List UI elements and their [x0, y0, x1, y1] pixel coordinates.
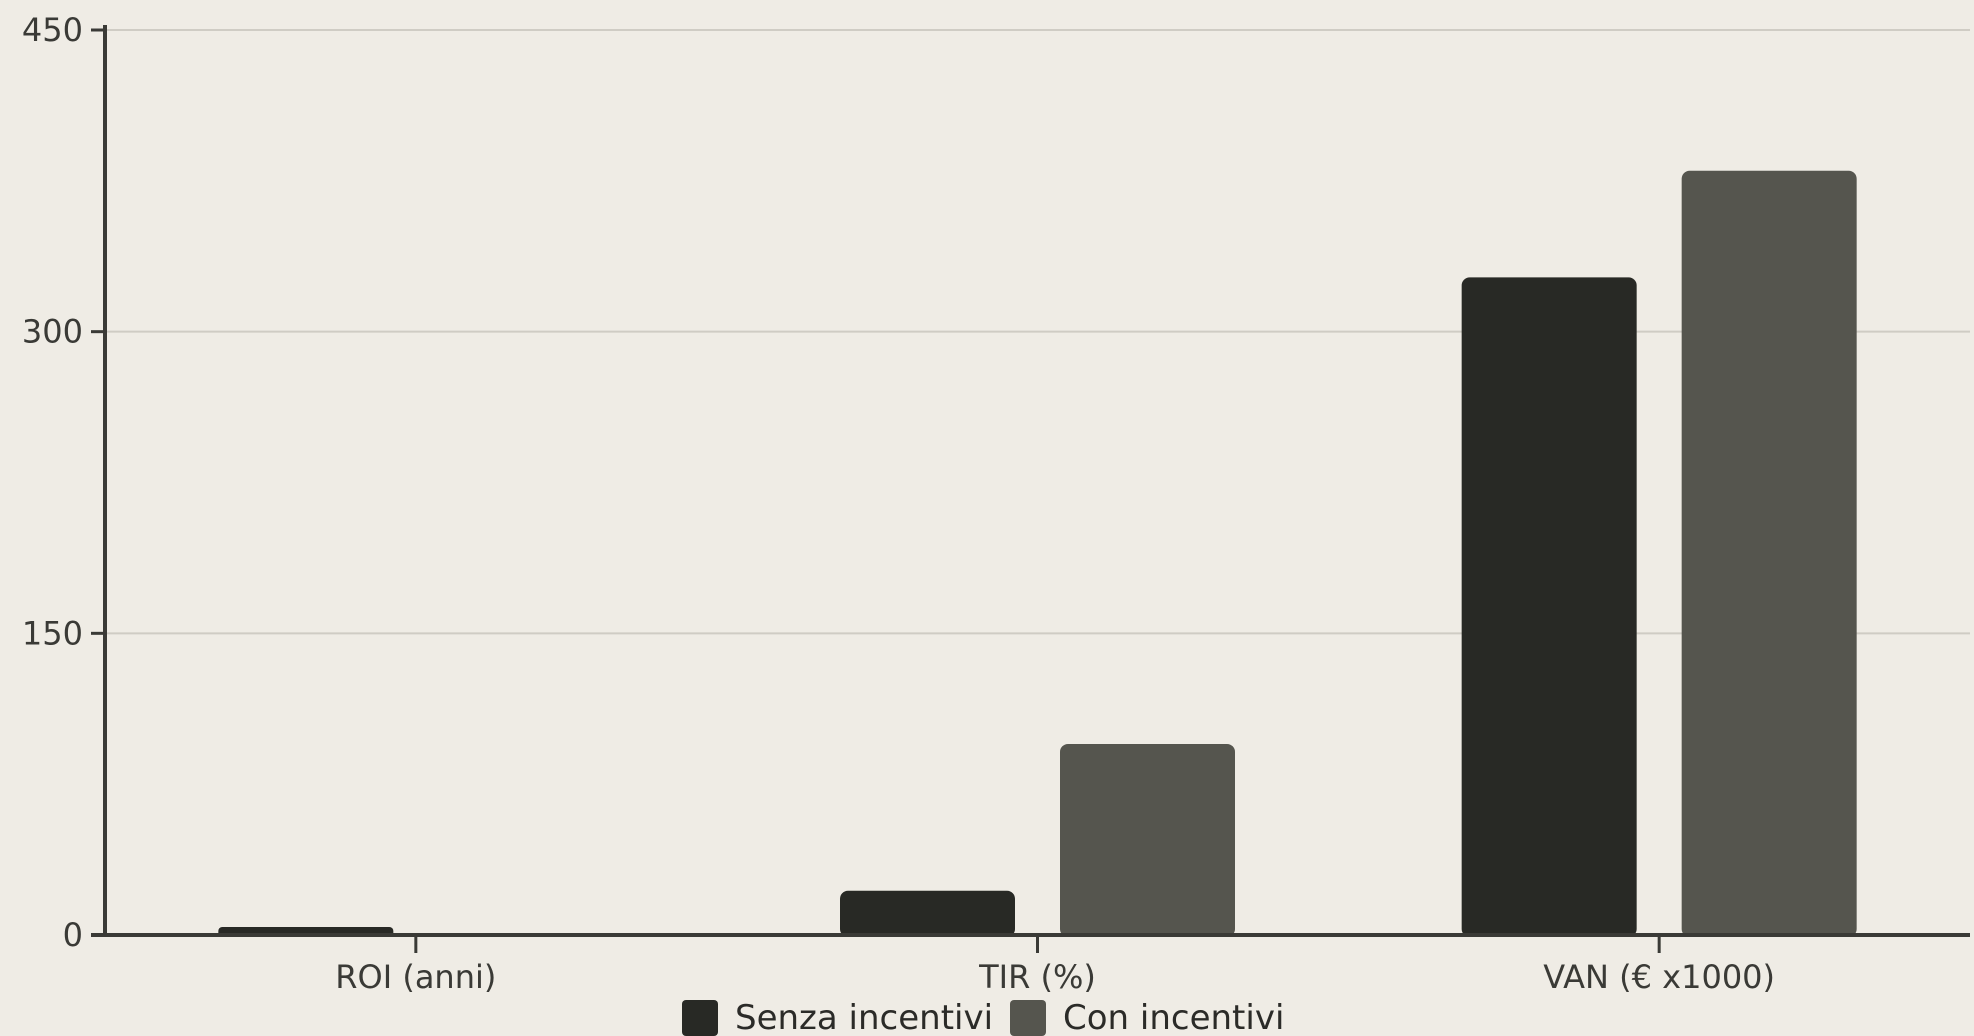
legend-label: Senza incentivi: [735, 998, 993, 1036]
legend-swatch: [1010, 1000, 1046, 1036]
legend-label: Con incentivi: [1063, 998, 1284, 1036]
y-tick-label: 450: [22, 11, 83, 49]
x-tick-label: ROI (anni): [335, 958, 496, 996]
grid-lines: [105, 29, 1970, 635]
y-tick-label: 0: [63, 916, 83, 954]
legend-swatch: [682, 1000, 718, 1036]
y-tick-label: 300: [22, 313, 83, 351]
x-tick-label: VAN (€ x1000): [1543, 958, 1775, 996]
legend: Senza incentivi Con incentivi: [682, 998, 1284, 1036]
bar-con-incentivi-1: [1060, 743, 1235, 937]
bar-senza-incentivi-2: [1461, 277, 1637, 937]
bar-con-incentivi-2: [1681, 170, 1857, 937]
axes: 0 150 300 450 ROI (anni) TIR (%) VAN (€ x1000): [22, 11, 1970, 996]
bars: [218, 170, 1857, 937]
bar-senza-incentivi-1: [840, 890, 1015, 937]
y-tick-label: 150: [22, 614, 83, 652]
x-tick-label: TIR (%): [978, 958, 1096, 996]
